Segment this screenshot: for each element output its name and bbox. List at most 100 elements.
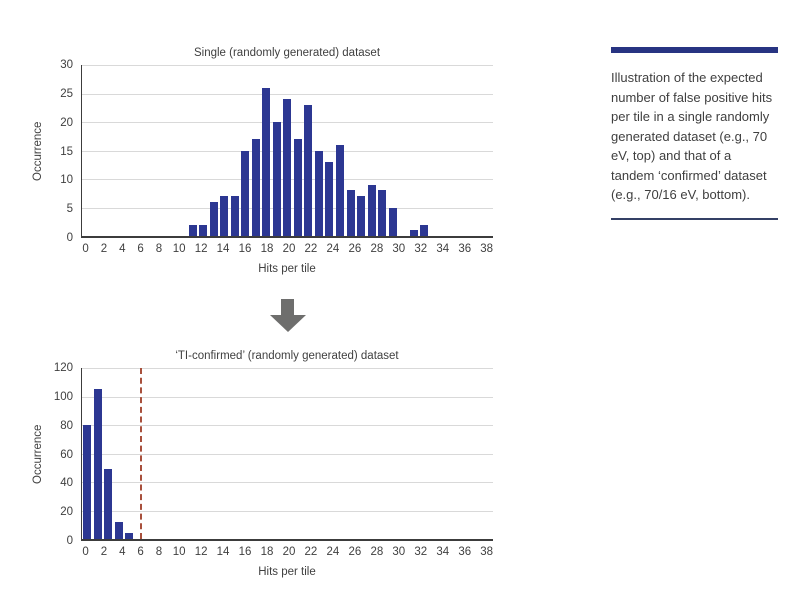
x-tick-spacer	[361, 243, 370, 255]
bottom-chart-x-axis-label: Hits per tile	[258, 566, 316, 578]
bar-slot-x35	[451, 368, 462, 539]
bar-slot-x29	[387, 65, 398, 236]
x-tick-label-4: 4	[119, 546, 126, 558]
bar-x4	[125, 533, 134, 539]
y-tick-label-100: 100	[53, 390, 73, 403]
bar-x20	[293, 139, 302, 236]
x-tick-label-6: 6	[137, 546, 144, 558]
gridline-y25	[82, 93, 493, 95]
x-tick-label-30: 30	[392, 243, 406, 255]
bar-slot-x17	[261, 65, 272, 236]
bar-slot-x34	[440, 368, 451, 539]
x-tick-label-16: 16	[238, 243, 252, 255]
x-tick-spacer	[405, 546, 414, 558]
bottom-chart-y-ticks: 0 20 40 60 80 100 120	[46, 362, 79, 547]
bar-x27	[367, 184, 376, 236]
x-tick-label-28: 28	[370, 243, 384, 255]
top-chart-bars	[82, 65, 493, 236]
bottom-chart-title: ‘TI-confirmed’ (randomly generated) data…	[175, 350, 399, 362]
x-tick-spacer	[109, 243, 118, 255]
x-tick-spacer	[164, 546, 173, 558]
y-tick-label-120: 120	[53, 362, 73, 374]
x-tick-label-26: 26	[348, 243, 362, 255]
x-tick-spacer	[251, 243, 260, 255]
x-tick-spacer	[145, 546, 154, 558]
bar-slot-x34	[440, 65, 451, 236]
bar-slot-x12	[208, 368, 219, 539]
bar-slot-x4	[124, 368, 135, 539]
bar-x2	[104, 469, 113, 539]
x-tick-spacer	[207, 243, 216, 255]
x-tick-spacer	[90, 546, 99, 558]
bar-x0	[83, 425, 92, 539]
x-tick-label-20: 20	[282, 546, 296, 558]
bar-x11	[199, 224, 208, 236]
bar-slot-x33	[430, 368, 441, 539]
bar-x1	[93, 389, 102, 539]
x-tick-spacer	[449, 546, 458, 558]
x-tick-label-18: 18	[260, 546, 274, 558]
y-tick-label-80: 80	[60, 419, 73, 432]
bar-slot-x32	[419, 368, 430, 539]
bar-x17	[262, 87, 271, 236]
bar-x22	[314, 150, 323, 236]
gridline-y120	[82, 368, 493, 369]
gridline-y40	[82, 482, 493, 484]
down-arrow-stem	[281, 299, 294, 315]
x-tick-spacer	[339, 546, 348, 558]
bar-slot-x12	[208, 65, 219, 236]
bar-x18	[272, 122, 281, 236]
bar-slot-x33	[430, 65, 441, 236]
bar-slot-x29	[387, 368, 398, 539]
bar-slot-x27	[366, 65, 377, 236]
x-tick-spacer	[295, 546, 304, 558]
x-tick-spacer	[273, 546, 282, 558]
x-tick-label-8: 8	[155, 243, 163, 255]
x-tick-label-28: 28	[370, 546, 384, 558]
bar-x29	[388, 207, 397, 236]
bar-x16	[251, 139, 260, 236]
x-tick-spacer	[229, 243, 238, 255]
bar-x31	[409, 230, 418, 236]
bar-slot-x7	[156, 65, 167, 236]
bar-x25	[346, 190, 355, 236]
bar-slot-x8	[166, 368, 177, 539]
x-tick-spacer	[127, 243, 136, 255]
x-tick-spacer	[145, 243, 154, 255]
x-tick-label-8: 8	[155, 546, 163, 558]
x-tick-label-12: 12	[194, 243, 208, 255]
x-tick-label-34: 34	[436, 243, 450, 255]
x-tick-label-38: 38	[480, 546, 494, 558]
bar-slot-x25	[345, 368, 356, 539]
bar-slot-x21	[303, 368, 314, 539]
bar-slot-x15	[240, 368, 251, 539]
bar-slot-x31	[408, 65, 419, 236]
y-tick-label-0: 0	[66, 535, 73, 547]
x-tick-label-18: 18	[260, 243, 274, 255]
bar-x32	[420, 224, 429, 236]
bar-slot-x3	[114, 65, 125, 236]
x-tick-spacer	[383, 546, 392, 558]
bar-slot-x16	[251, 65, 262, 236]
y-tick-label-20: 20	[60, 506, 73, 519]
bar-slot-x2	[103, 368, 114, 539]
bar-slot-x13	[219, 368, 230, 539]
bar-x21	[304, 104, 313, 236]
y-tick-label-5: 5	[66, 203, 73, 216]
bar-slot-x28	[377, 368, 388, 539]
x-tick-label-38: 38	[480, 243, 494, 255]
bar-slot-x13	[219, 65, 230, 236]
x-tick-spacer	[361, 546, 370, 558]
bar-slot-x19	[282, 368, 293, 539]
x-tick-label-24: 24	[326, 546, 340, 558]
top-chart-y-ticks: 0 5 10 15 20 25 30	[46, 59, 79, 244]
x-tick-spacer	[339, 243, 348, 255]
x-tick-spacer	[317, 243, 326, 255]
y-tick-label-0: 0	[66, 232, 73, 244]
x-tick-spacer	[164, 243, 173, 255]
bar-slot-x24	[335, 368, 346, 539]
bar-slot-x14	[229, 368, 240, 539]
top-chart-y-axis-label: Occurrence	[32, 121, 44, 182]
bar-x14	[230, 196, 239, 236]
